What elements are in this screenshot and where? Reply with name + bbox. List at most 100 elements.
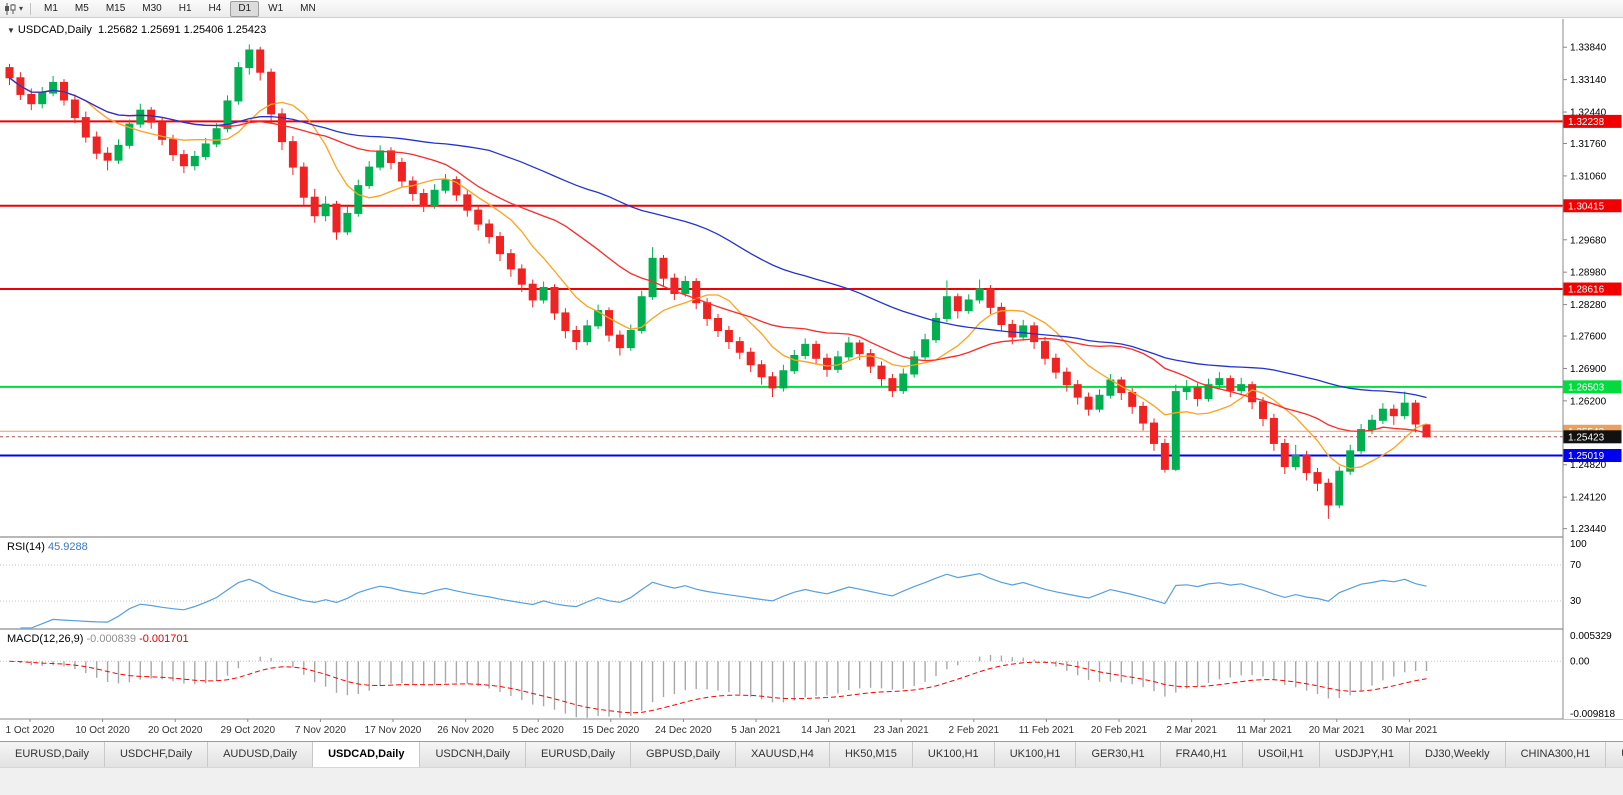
svg-text:10 Oct 2020: 10 Oct 2020 <box>75 725 130 736</box>
macd-main-value: -0.000839 <box>86 633 137 645</box>
macd-panel <box>0 654 1563 718</box>
svg-text:20 Oct 2020: 20 Oct 2020 <box>148 725 203 736</box>
macd-indicator-label: MACD(12,26,9) -0.000839 -0.001701 <box>7 633 189 645</box>
rsi-name: RSI(14) <box>7 541 45 553</box>
svg-text:1.33840: 1.33840 <box>1570 43 1607 54</box>
svg-text:11 Feb 2021: 11 Feb 2021 <box>1019 725 1075 736</box>
svg-text:70: 70 <box>1570 560 1582 571</box>
macd-name: MACD(12,26,9) <box>7 633 84 645</box>
chart-collapse-icon[interactable]: ▼ <box>7 26 15 35</box>
svg-text:1.26503: 1.26503 <box>1568 382 1605 393</box>
chart-tab-HK50-M15[interactable]: HK50,M15 <box>829 742 913 767</box>
chart-tab-bar: EURUSD,Daily USDCHF,Daily AUDUSD,Daily USDC… <box>0 741 1623 767</box>
chart-tab-FRA40-H1[interactable]: FRA40,H1 <box>1160 742 1244 767</box>
svg-text:0.00: 0.00 <box>1570 656 1590 667</box>
chart-tab-UK100-H1[interactable]: UK100,H1 <box>912 742 995 767</box>
status-strip <box>0 767 1623 795</box>
date-axis[interactable]: 1 Oct 2020 10 Oct 2020 20 Oct 2020 29 Oct 2… <box>0 718 1623 736</box>
chart-workspace: 1 Oct 2020 10 Oct 2020 20 Oct 2020 29 Oct 2… <box>0 19 1623 741</box>
timeframe-button-M5[interactable]: M5 <box>74 2 89 14</box>
timeframe-button-M15[interactable]: M15 <box>105 2 126 14</box>
svg-text:5 Jan 2021: 5 Jan 2021 <box>731 725 781 736</box>
svg-text:1.28616: 1.28616 <box>1568 285 1605 296</box>
svg-text:1.24820: 1.24820 <box>1570 460 1607 471</box>
toolbar-separator <box>30 2 32 15</box>
macd-signal-value: -0.001701 <box>139 633 189 645</box>
price-level-badge: 1.25019 <box>1563 449 1622 463</box>
svg-text:2 Mar 2021: 2 Mar 2021 <box>1166 725 1217 736</box>
svg-text:1.24120: 1.24120 <box>1570 493 1607 504</box>
chart-tab-U[interactable]: U <box>1606 742 1623 767</box>
svg-text:2 Feb 2021: 2 Feb 2021 <box>948 725 999 736</box>
chart-tab-DJ30-Weekly[interactable]: DJ30,Weekly <box>1409 742 1506 767</box>
timeframe-button-M30[interactable]: M30 <box>142 2 162 14</box>
svg-text:1.32440: 1.32440 <box>1570 108 1607 119</box>
chart-tab-GBPUSD-Daily[interactable]: GBPUSD,Daily <box>631 742 736 767</box>
rsi-panel-divider[interactable] <box>0 536 1623 538</box>
horizontal-level-lines <box>0 120 1563 457</box>
candlesticks <box>5 44 1431 519</box>
chart-tab-UK100-H1[interactable]: UK100,H1 <box>994 742 1077 767</box>
svg-text:23 Jan 2021: 23 Jan 2021 <box>874 725 929 736</box>
chart-tab-USDCNH-Daily[interactable]: USDCNH,Daily <box>420 742 527 767</box>
svg-text:20 Feb 2021: 20 Feb 2021 <box>1091 725 1148 736</box>
timeframe-button-MN[interactable]: MN <box>300 2 316 14</box>
chart-tab-GER30-H1[interactable]: GER30,H1 <box>1076 742 1161 767</box>
svg-text:1.33140: 1.33140 <box>1570 75 1607 86</box>
chart-tab-XAUUSD-H4[interactable]: XAUUSD,H4 <box>735 742 830 767</box>
chart-tab-USDCHF-Daily[interactable]: USDCHF,Daily <box>104 742 209 767</box>
svg-text:1.29680: 1.29680 <box>1570 235 1607 246</box>
svg-text:24 Dec 2020: 24 Dec 2020 <box>655 725 712 736</box>
svg-text:17 Nov 2020: 17 Nov 2020 <box>365 725 422 736</box>
svg-text:1.26900: 1.26900 <box>1570 364 1607 375</box>
price-level-badge: 1.32238 <box>1563 114 1622 128</box>
svg-text:26 Nov 2020: 26 Nov 2020 <box>437 725 494 736</box>
svg-text:1.28280: 1.28280 <box>1570 300 1607 311</box>
svg-text:1.30415: 1.30415 <box>1568 201 1605 212</box>
chart-title: ▼ USDCAD,Daily 1.25682 1.25691 1.25406 1.… <box>7 24 266 36</box>
symbol-period-label: USDCAD,Daily <box>17 24 92 36</box>
svg-text:1.28980: 1.28980 <box>1570 268 1607 279</box>
chart-tab-USDCAD-Daily[interactable]: USDCAD,Daily <box>313 742 421 767</box>
chart-tab-AUDUSD-Daily[interactable]: AUDUSD,Daily <box>208 742 314 767</box>
chart-tab-USOil-H1[interactable]: USOil,H1 <box>1243 742 1320 767</box>
rsi-indicator-label: RSI(14) 45.9288 <box>7 541 88 553</box>
svg-text:30 Mar 2021: 30 Mar 2021 <box>1381 725 1438 736</box>
macd-panel-divider[interactable] <box>0 628 1623 630</box>
svg-text:15 Dec 2020: 15 Dec 2020 <box>582 725 639 736</box>
svg-text:1.23440: 1.23440 <box>1570 524 1607 535</box>
chart-tab-USDJPY-H1[interactable]: USDJPY,H1 <box>1319 742 1410 767</box>
timeframe-button-M1[interactable]: M1 <box>44 2 58 14</box>
price-level-badge: 1.28616 <box>1563 282 1622 296</box>
svg-text:1 Oct 2020: 1 Oct 2020 <box>6 725 55 736</box>
svg-text:1.31060: 1.31060 <box>1570 171 1607 182</box>
svg-text:100: 100 <box>1570 539 1587 550</box>
rsi-panel <box>0 564 1563 629</box>
chart-type-dropdown-icon[interactable]: ▾ <box>19 4 24 13</box>
chart-tab-CHINA300-H1[interactable]: CHINA300,H1 <box>1505 742 1607 767</box>
ohlc-values: 1.25682 1.25691 1.25406 1.25423 <box>98 24 267 36</box>
timeframe-button-H4[interactable]: H4 <box>208 2 222 14</box>
svg-text:-0.009818: -0.009818 <box>1570 709 1615 720</box>
candlestick-chart-icon[interactable] <box>4 2 18 15</box>
svg-text:1.31760: 1.31760 <box>1570 139 1607 150</box>
svg-text:14 Jan 2021: 14 Jan 2021 <box>801 725 856 736</box>
svg-text:1.25019: 1.25019 <box>1568 451 1605 462</box>
svg-text:29 Oct 2020: 29 Oct 2020 <box>221 725 276 736</box>
moving-average-lines <box>9 77 1427 470</box>
rsi-value: 45.9288 <box>47 541 88 553</box>
timeframe-button-D1[interactable]: D1 <box>230 0 260 17</box>
svg-text:0.005329: 0.005329 <box>1570 631 1612 642</box>
svg-text:5 Dec 2020: 5 Dec 2020 <box>513 725 565 736</box>
svg-text:1.25423: 1.25423 <box>1568 432 1605 443</box>
svg-text:7 Nov 2020: 7 Nov 2020 <box>295 725 347 736</box>
chart-tab-EURUSD-Daily[interactable]: EURUSD,Daily <box>526 742 631 767</box>
top-toolbar: ▾ M1 M5 M15 M30 H1 H4 D1 W1 MN <box>0 0 1623 18</box>
svg-text:11 Mar 2021: 11 Mar 2021 <box>1236 725 1292 736</box>
current-price-badge: 1.25423 <box>1563 430 1622 444</box>
timeframe-button-H1[interactable]: H1 <box>178 2 192 14</box>
timeframe-button-W1[interactable]: W1 <box>268 2 284 14</box>
svg-text:1.26200: 1.26200 <box>1570 396 1607 407</box>
chart-tab-EURUSD-Daily[interactable]: EURUSD,Daily <box>0 742 105 767</box>
price-chart[interactable]: 1 Oct 2020 10 Oct 2020 20 Oct 2020 29 Oct 2… <box>0 19 1623 741</box>
